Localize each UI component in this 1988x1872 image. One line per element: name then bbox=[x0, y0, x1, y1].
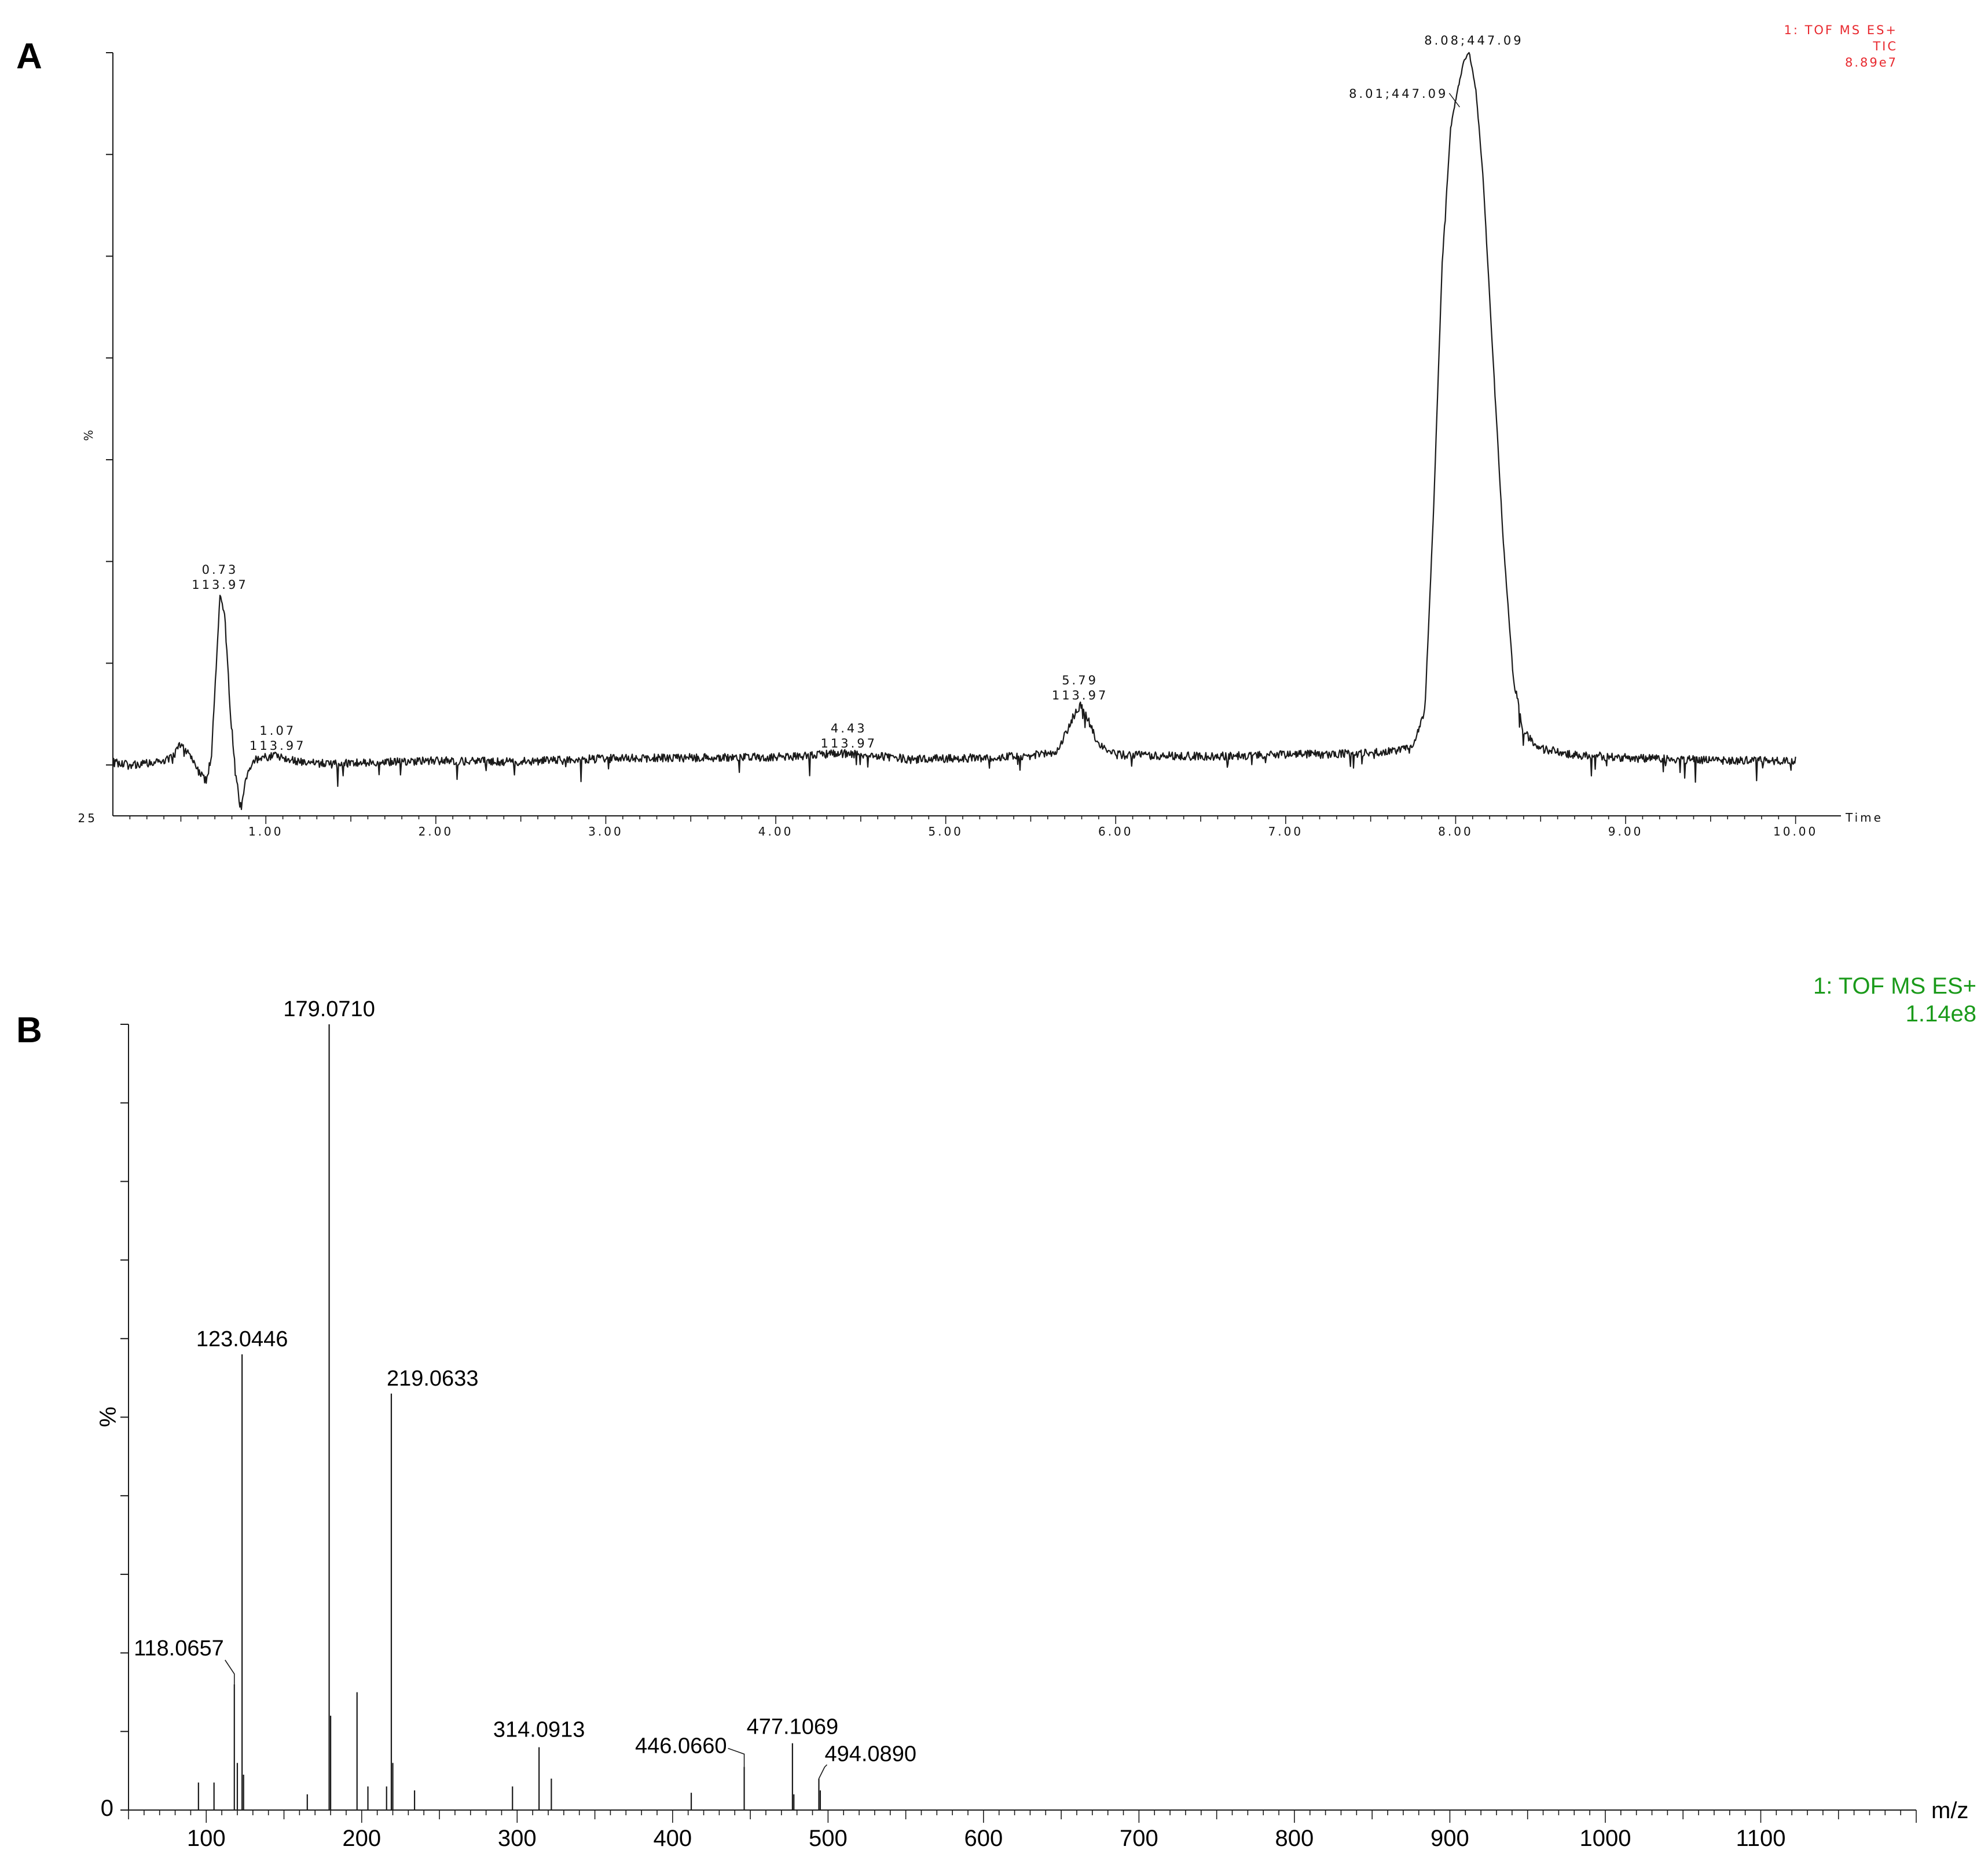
panel-b-peak-label: 219.0633 bbox=[387, 1367, 479, 1391]
panel-a-peak-label: 8.01;447.09 bbox=[1349, 87, 1448, 101]
panel-b-x-tick-label: 100 bbox=[187, 1826, 226, 1851]
panel-b-x-tick-label: 600 bbox=[964, 1826, 1003, 1851]
panel-a-peak-label: 113.97 bbox=[821, 737, 877, 750]
panel-a-x-tick-label: 6.00 bbox=[1098, 825, 1134, 838]
panel-a-y-axis-label: % bbox=[82, 427, 96, 441]
panel-a-x-axis-label: Time bbox=[1845, 811, 1883, 825]
panel-a-peak-label: 8.08;447.09 bbox=[1424, 34, 1523, 47]
panel-a-x-tick-label: 1.00 bbox=[248, 825, 284, 838]
panel-a-x-tick-label: 7.00 bbox=[1268, 825, 1304, 838]
panel-b-peak-label: 179.0710 bbox=[283, 997, 375, 1021]
panel-a-chromatogram: A 1: TOF MS ES+ TIC 8.89e7 % 25 Time 1.0… bbox=[16, 23, 1898, 838]
panel-b-label-leader bbox=[728, 1748, 745, 1767]
panel-a-peak-label: 0.73 bbox=[202, 563, 239, 577]
panel-a-x-tick-label: 10.00 bbox=[1773, 825, 1818, 838]
panel-b-x-tick-label: 500 bbox=[809, 1826, 848, 1851]
panel-a-peak-label: 5.79 bbox=[1062, 673, 1098, 687]
panel-a-x-tick-label: 5.00 bbox=[928, 825, 963, 838]
panel-b-peak-label: 314.0913 bbox=[493, 1717, 585, 1742]
panel-b-y-axis-label: % bbox=[96, 1406, 121, 1427]
panel-b-info: 1: TOF MS ES+ 1.14e8 bbox=[1813, 973, 1976, 1027]
panel-b-x-ticks: 100 200 300 400 500 600 700 800 900 1000 1100 bbox=[128, 1810, 1917, 1851]
panel-b-x-tick-label: 300 bbox=[498, 1826, 537, 1851]
panel-b-x-tick-label: 1000 bbox=[1579, 1826, 1631, 1851]
panel-b-x-tick-label: 1100 bbox=[1736, 1826, 1785, 1851]
panel-b-x-tick-label: 800 bbox=[1275, 1826, 1314, 1851]
panel-a-x-tick-label: 3.00 bbox=[588, 825, 623, 838]
panel-b-x-tick-label: 900 bbox=[1431, 1826, 1469, 1851]
panel-b-label-leader bbox=[818, 1764, 828, 1779]
panel-a-label: A bbox=[16, 36, 42, 76]
panel-a-y-baseline-label: 25 bbox=[78, 811, 97, 825]
panel-a-trace bbox=[112, 52, 1796, 810]
panel-a-annotations: 0.73113.971.07113.974.43113.975.79113.97… bbox=[192, 34, 1523, 753]
panel-b-info-line-1: 1: TOF MS ES+ bbox=[1813, 973, 1976, 999]
panel-a-axes bbox=[106, 52, 1841, 816]
panel-a-x-ticks: 1.00 2.00 3.00 4.00 5.00 6.00 7.00 8.00 9.00 10.0… bbox=[129, 816, 1818, 838]
panel-a-x-tick-label: 8.00 bbox=[1438, 825, 1473, 838]
panel-b-y-tick-zero: 0 bbox=[101, 1796, 113, 1821]
panel-b-axes bbox=[120, 1024, 1916, 1811]
panel-a-x-tick-label: 9.00 bbox=[1608, 825, 1644, 838]
panel-b-x-axis-label: m/z bbox=[1931, 1798, 1968, 1823]
panel-a-x-tick-label: 2.00 bbox=[419, 825, 454, 838]
panel-b-peak-label: 446.0660 bbox=[635, 1734, 727, 1758]
panel-b-mass-spectrum: B 1: TOF MS ES+ 1.14e8 % 0 m/z 100 200 300… bbox=[16, 973, 1976, 1851]
panel-b-label: B bbox=[16, 1010, 42, 1050]
panel-b-info-line-2: 1.14e8 bbox=[1906, 1001, 1976, 1027]
panel-a-peak-label: 113.97 bbox=[1052, 688, 1108, 702]
panel-b-x-tick-label: 400 bbox=[653, 1826, 692, 1851]
panel-b-peak-label: 494.0890 bbox=[824, 1742, 916, 1767]
panel-a-x-tick-label: 4.00 bbox=[758, 825, 794, 838]
panel-b-peak-label: 123.0446 bbox=[196, 1327, 288, 1351]
panel-a-info-line-1: 1: TOF MS ES+ bbox=[1784, 23, 1898, 37]
panel-a-annotation-leader bbox=[1448, 93, 1460, 108]
panel-b-x-tick-label: 200 bbox=[342, 1826, 381, 1851]
panel-a-peak-label: 113.97 bbox=[250, 739, 306, 753]
panel-a-info-line-2: TIC bbox=[1872, 39, 1898, 53]
panel-a-info: 1: TOF MS ES+ TIC 8.89e7 bbox=[1784, 23, 1898, 69]
panel-a-peak-label: 113.97 bbox=[192, 578, 248, 592]
panel-b-peak-label: 477.1069 bbox=[747, 1715, 839, 1739]
panel-a-chromatogram-line bbox=[112, 52, 1796, 810]
panel-b-x-tick-label: 700 bbox=[1120, 1826, 1158, 1851]
panel-a-peak-label: 4.43 bbox=[831, 721, 867, 735]
panel-b-peak-label: 118.0657 bbox=[134, 1636, 224, 1661]
panel-b-label-leader bbox=[225, 1659, 235, 1684]
panel-b-peaks bbox=[197, 1024, 821, 1810]
panel-a-info-line-3: 8.89e7 bbox=[1845, 56, 1898, 69]
panel-b-annotations: 179.0710 123.0446 219.0633 118.0657 314.0913… bbox=[134, 997, 916, 1779]
panel-a-peak-label: 1.07 bbox=[259, 724, 296, 738]
